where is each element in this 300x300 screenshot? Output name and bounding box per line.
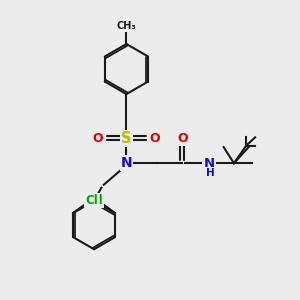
- Text: H: H: [206, 168, 215, 178]
- Text: Cl: Cl: [90, 194, 103, 207]
- Text: O: O: [177, 132, 188, 145]
- Text: S: S: [121, 131, 132, 146]
- Text: N: N: [203, 157, 214, 170]
- Text: CH₃: CH₃: [117, 21, 136, 31]
- Text: O: O: [149, 132, 160, 145]
- Text: N: N: [121, 156, 132, 170]
- Text: O: O: [93, 132, 104, 145]
- Text: Cl: Cl: [85, 194, 98, 207]
